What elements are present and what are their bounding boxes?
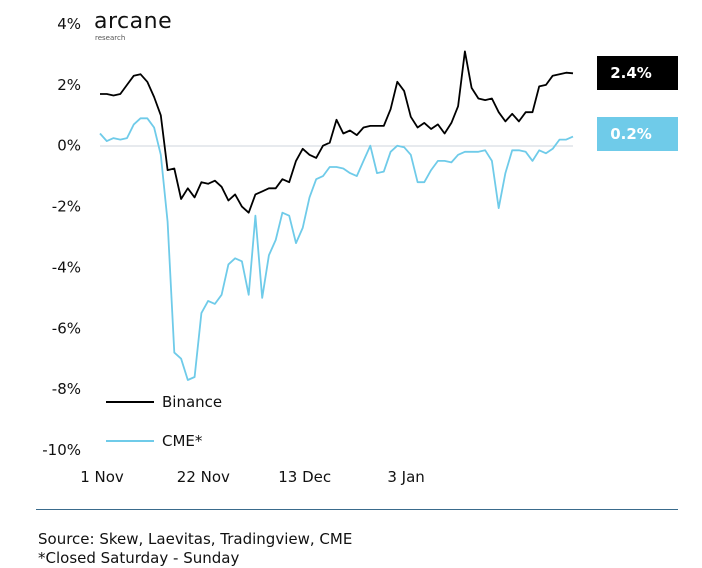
series-lines bbox=[99, 50, 574, 381]
legend-label: Binance bbox=[162, 393, 222, 411]
y-tick-label: 2% bbox=[57, 76, 81, 94]
legend: Binance CME* bbox=[106, 393, 222, 450]
y-tick-label: 4% bbox=[57, 15, 81, 33]
x-axis: 1 Nov 22 Nov 13 Dec 3 Jan bbox=[80, 468, 425, 486]
arcane-logo: arcane research bbox=[94, 9, 173, 43]
x-tick-label: 3 Jan bbox=[387, 468, 424, 486]
footer: Source: Skew, Laevitas, Tradingview, CME… bbox=[38, 530, 352, 568]
y-tick-label: -4% bbox=[52, 258, 81, 276]
closed-note: *Closed Saturday - Sunday bbox=[38, 549, 240, 567]
series-line-cme bbox=[99, 117, 574, 381]
footer-divider bbox=[36, 509, 678, 510]
y-tick-label: -6% bbox=[52, 319, 81, 337]
end-badge-cme bbox=[597, 117, 678, 151]
y-tick-label: -2% bbox=[52, 198, 81, 216]
y-tick-label: -8% bbox=[52, 380, 81, 398]
end-label-cme: 0.2% bbox=[610, 125, 652, 143]
x-tick-label: 1 Nov bbox=[80, 468, 124, 486]
y-axis: 4% 2% 0% -2% -4% -6% -8% -10% bbox=[42, 15, 573, 459]
end-badge-binance bbox=[597, 56, 678, 90]
source-note: Source: Skew, Laevitas, Tradingview, CME bbox=[38, 530, 353, 548]
y-tick-label: -10% bbox=[42, 441, 81, 459]
series-line-binance bbox=[100, 50, 574, 214]
end-label-binance: 2.4% bbox=[610, 64, 652, 82]
x-tick-label: 22 Nov bbox=[177, 468, 230, 486]
logo-subtitle: research bbox=[95, 34, 126, 42]
end-labels: 2.4% 0.2% bbox=[597, 56, 678, 151]
legend-label: CME* bbox=[162, 432, 203, 450]
x-tick-label: 13 Dec bbox=[278, 468, 331, 486]
y-tick-label: 0% bbox=[57, 137, 81, 155]
logo-name: arcane bbox=[94, 9, 173, 34]
